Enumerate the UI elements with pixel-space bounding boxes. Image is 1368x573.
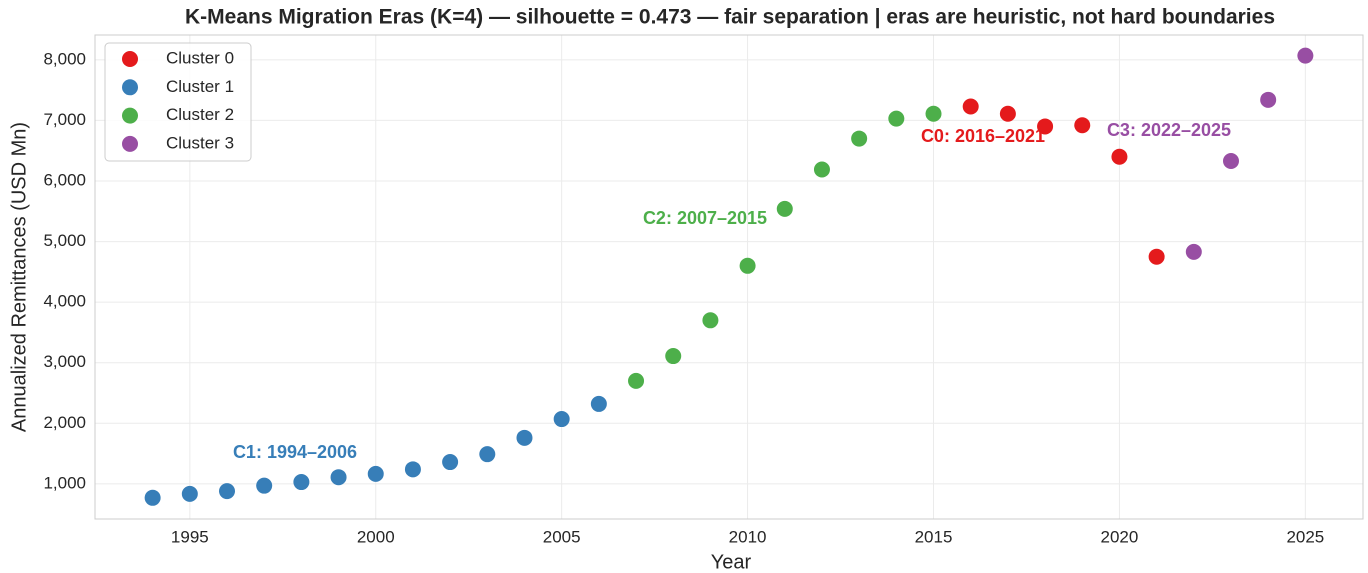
point bbox=[516, 429, 533, 446]
y-tick-label: 5,000 bbox=[43, 231, 86, 250]
y-tick-label: 7,000 bbox=[43, 110, 86, 129]
point bbox=[293, 474, 310, 491]
point bbox=[776, 200, 793, 217]
y-tick-label: 4,000 bbox=[43, 292, 86, 311]
point bbox=[219, 483, 236, 500]
plot-frame bbox=[94, 34, 1364, 520]
point bbox=[1297, 47, 1314, 64]
y-tick-label: 8,000 bbox=[43, 49, 86, 68]
annotation: C3: 2022–2025 bbox=[1107, 120, 1231, 140]
point bbox=[404, 461, 421, 478]
point bbox=[1185, 243, 1202, 260]
legend-marker bbox=[122, 107, 138, 124]
point bbox=[628, 372, 645, 389]
y-tick-label: 3,000 bbox=[43, 352, 86, 371]
x-axis-label: Year bbox=[711, 551, 752, 573]
point bbox=[851, 130, 868, 147]
legend-label: Cluster 2 bbox=[166, 105, 234, 124]
point bbox=[962, 98, 979, 115]
legend-marker bbox=[122, 79, 138, 96]
point bbox=[590, 395, 607, 412]
point bbox=[1260, 91, 1277, 108]
legend-label: Cluster 3 bbox=[166, 133, 234, 152]
point bbox=[1222, 152, 1239, 169]
annotation: C1: 1994–2006 bbox=[233, 442, 357, 462]
point bbox=[442, 454, 459, 471]
x-tick-label: 2005 bbox=[543, 527, 581, 546]
point bbox=[739, 257, 756, 274]
point bbox=[999, 105, 1016, 122]
point bbox=[1148, 248, 1165, 265]
legend-marker bbox=[122, 135, 138, 152]
annotation: C0: 2016–2021 bbox=[921, 126, 1045, 146]
legend-label: Cluster 0 bbox=[166, 48, 234, 67]
x-tick-label: 2010 bbox=[729, 527, 767, 546]
x-tick-label: 2020 bbox=[1101, 527, 1139, 546]
point bbox=[144, 489, 161, 506]
chart-title: K-Means Migration Eras (K=4) — silhouett… bbox=[185, 6, 1275, 29]
y-axis-label: Annualized Remittances (USD Mn) bbox=[8, 122, 30, 432]
x-tick-label: 1995 bbox=[171, 527, 209, 546]
x-tick-label: 2015 bbox=[915, 527, 953, 546]
annotation: C2: 2007–2015 bbox=[643, 208, 767, 228]
point bbox=[925, 105, 942, 122]
point bbox=[256, 477, 273, 494]
legend-label: Cluster 1 bbox=[166, 77, 234, 96]
point bbox=[813, 161, 830, 178]
legend-marker bbox=[122, 51, 138, 67]
point bbox=[665, 348, 682, 365]
y-tick-label: 2,000 bbox=[43, 413, 86, 432]
x-tick-label: 2000 bbox=[357, 527, 395, 546]
point bbox=[181, 485, 198, 502]
point bbox=[553, 411, 570, 428]
y-tick-label: 1,000 bbox=[43, 473, 86, 492]
point bbox=[367, 465, 384, 482]
point bbox=[1074, 117, 1091, 134]
x-tick-label: 2025 bbox=[1286, 527, 1324, 546]
legend: Cluster 0 Cluster 1 Cluster 2 Cluster 3 bbox=[104, 42, 252, 162]
point bbox=[888, 110, 905, 127]
point bbox=[702, 312, 719, 329]
point bbox=[1111, 148, 1128, 165]
point bbox=[1037, 118, 1054, 135]
legend-box bbox=[104, 42, 252, 162]
point bbox=[479, 446, 496, 463]
y-tick-label: 6,000 bbox=[43, 170, 86, 189]
point bbox=[330, 469, 347, 486]
